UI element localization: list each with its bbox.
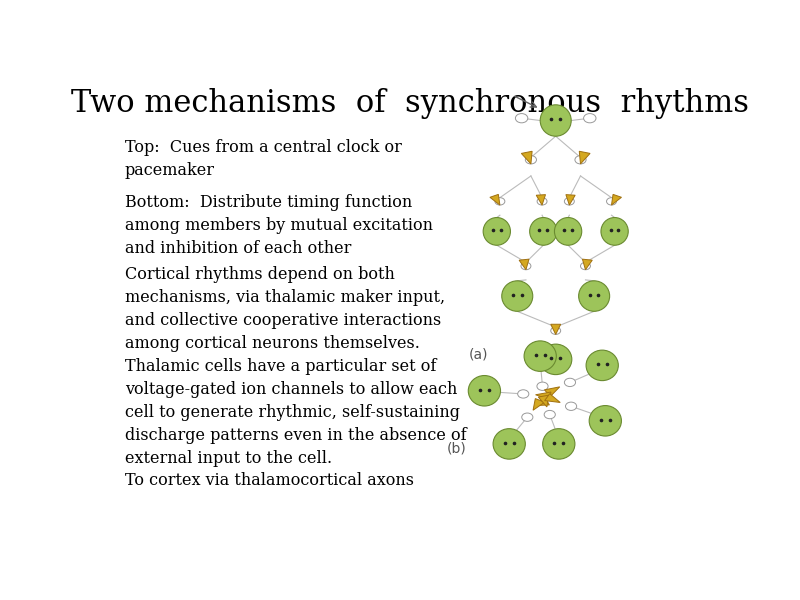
Polygon shape [538,395,549,407]
Polygon shape [545,387,560,397]
Polygon shape [490,194,500,205]
Polygon shape [582,259,592,270]
Polygon shape [566,194,575,205]
Ellipse shape [583,113,596,123]
Polygon shape [545,394,560,403]
Text: (b): (b) [447,442,467,455]
Ellipse shape [530,218,557,245]
Ellipse shape [483,218,510,245]
Ellipse shape [578,281,610,311]
Ellipse shape [493,428,526,459]
Ellipse shape [575,155,586,164]
Ellipse shape [542,428,575,459]
Text: Top:  Cues from a central clock or
pacemaker: Top: Cues from a central clock or pacema… [125,139,402,179]
Text: (a): (a) [469,348,488,362]
Ellipse shape [495,197,505,205]
Ellipse shape [554,218,582,245]
Ellipse shape [550,327,561,334]
Ellipse shape [521,262,531,270]
Ellipse shape [539,344,572,374]
Ellipse shape [502,281,533,311]
Ellipse shape [522,413,533,421]
Text: Two mechanisms  of  synchronous  rhythms: Two mechanisms of synchronous rhythms [71,88,749,119]
Text: Thalamic cells have a particular set of
voltage-gated ion channels to allow each: Thalamic cells have a particular set of … [125,358,466,467]
Text: Cortical rhythms depend on both
mechanisms, via thalamic maker input,
and collec: Cortical rhythms depend on both mechanis… [125,266,445,352]
Polygon shape [522,151,532,164]
Polygon shape [536,194,546,205]
Ellipse shape [540,105,571,136]
Ellipse shape [566,402,577,410]
Ellipse shape [606,197,617,205]
Ellipse shape [564,197,574,205]
Polygon shape [611,194,622,205]
Polygon shape [550,324,561,334]
Ellipse shape [526,155,537,164]
Polygon shape [579,151,590,164]
Ellipse shape [537,382,548,391]
Ellipse shape [589,406,622,436]
Ellipse shape [524,341,556,371]
Polygon shape [519,259,529,270]
Ellipse shape [544,410,555,419]
Ellipse shape [564,378,575,386]
Polygon shape [539,394,550,406]
Ellipse shape [518,390,529,398]
Polygon shape [533,398,545,410]
Ellipse shape [515,113,528,123]
Ellipse shape [601,218,628,245]
Ellipse shape [581,262,590,270]
Text: Bottom:  Distribute timing function
among members by mutual excitation
and inhib: Bottom: Distribute timing function among… [125,194,433,257]
Text: To cortex via thalamocortical axons: To cortex via thalamocortical axons [125,472,414,488]
Polygon shape [535,392,551,400]
Ellipse shape [468,376,501,406]
Ellipse shape [537,197,547,205]
Ellipse shape [586,350,618,380]
